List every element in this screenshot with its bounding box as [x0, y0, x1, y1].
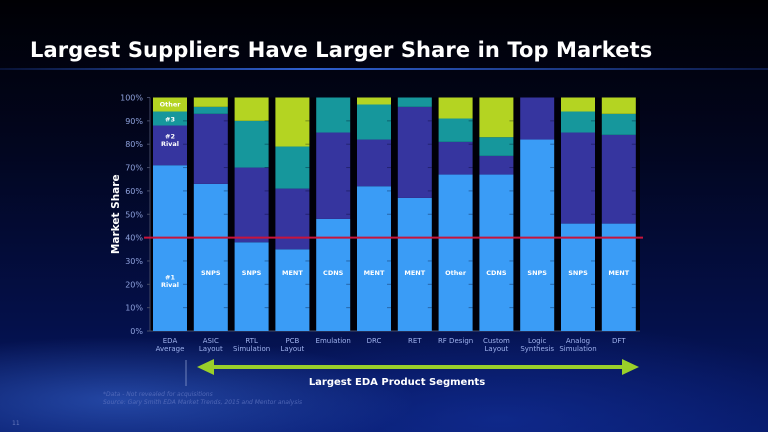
bar-segment--2-rival: [397, 106, 432, 198]
y-axis-label: Market Share: [110, 174, 122, 254]
bar-segment--3: [479, 137, 514, 156]
bar-segment-other: [479, 97, 514, 138]
bar-segment--3: [561, 111, 595, 133]
bar-segment--3: [316, 97, 351, 133]
bar-leader-label: MENT: [404, 269, 425, 277]
bar-segment-other: [234, 97, 269, 121]
segment-label-2: #2 Rival: [161, 132, 179, 147]
bar-segment--2-rival: [479, 155, 514, 175]
bar-leader-label: SNPS: [201, 269, 221, 277]
y-tick-label: 0%: [130, 327, 143, 336]
x-tick-label: PCB Layout: [281, 337, 305, 353]
segment-label-other: Other: [160, 100, 182, 108]
bar-segment--1-rival: [438, 174, 473, 331]
bar-leader-label: MENT: [608, 269, 629, 277]
bar-segment--1-rival: [153, 165, 187, 331]
bar-segment--1-rival: [479, 174, 514, 331]
bar-segment--1-rival: [275, 249, 310, 331]
y-tick-label: 40%: [125, 234, 143, 243]
bar-leader-label: MENT: [364, 269, 385, 277]
x-tick-label: Emulation: [316, 337, 351, 345]
bar-segment-other: [193, 97, 228, 107]
y-tick-label: 50%: [125, 210, 143, 219]
x-tick-label: DFT: [612, 337, 626, 345]
bar-segment--1-rival: [234, 242, 269, 331]
bar-segment--3: [234, 120, 269, 168]
y-tick-label: 90%: [125, 117, 143, 126]
bar-segment--2-rival: [153, 125, 187, 166]
bar-segment-other: [561, 97, 595, 112]
arrow-left-head: [197, 359, 214, 375]
bar-segment--2-rival: [275, 188, 310, 250]
bar-segment--2-rival: [601, 134, 636, 224]
plot-area: [150, 97, 640, 331]
bar-leader-label: #1 Rival: [161, 274, 179, 289]
y-tick-label: 70%: [125, 164, 143, 173]
x-tick-label: Logic Synthesis: [520, 337, 554, 353]
bar-leader-label: CDNS: [486, 269, 507, 277]
bar-segment--1-rival: [520, 139, 555, 331]
x-tick-label: Custom Layout: [483, 337, 510, 353]
x-tick-label: EDA Average: [156, 337, 185, 353]
bar-segment--3: [153, 111, 187, 126]
y-tick-label: 20%: [125, 280, 143, 289]
bar-segment--2-rival: [234, 167, 269, 243]
footnote: *Data - Not revealed for acquisitions So…: [103, 391, 302, 407]
y-tick-label: 100%: [120, 94, 143, 103]
slide-title: Largest Suppliers Have Larger Share in T…: [30, 38, 653, 62]
x-tick-label: ASIC Layout: [199, 337, 223, 353]
footnote-line-2: Source: Gary Smith EDA Market Trends, 20…: [103, 399, 303, 406]
footnote-line-1: *Data - Not revealed for acquisitions: [103, 391, 213, 398]
bar-segment--2-rival: [520, 97, 555, 140]
bar-segment-other: [357, 97, 391, 105]
arrow-right-head: [622, 359, 639, 375]
x-tick-label: RTL Simulation: [233, 337, 270, 353]
bar-segment-other: [153, 97, 187, 112]
bar-segment--3: [397, 97, 432, 107]
bracket-label: Largest EDA Product Segments: [309, 377, 485, 388]
bar-segment--1-rival: [193, 183, 228, 331]
bar-segment--2-rival: [193, 113, 228, 184]
bar-segment--1-rival: [561, 223, 595, 331]
y-tick-label: 80%: [125, 140, 143, 149]
bar-segment--1-rival: [601, 223, 636, 331]
bar-segment--1-rival: [357, 186, 391, 331]
bar-segment-other: [438, 97, 473, 119]
y-tick-label: 10%: [125, 304, 143, 313]
segment-label-3: #3: [165, 115, 175, 123]
bar-leader-label: Other: [445, 269, 467, 277]
bar-segment--2-rival: [561, 132, 595, 224]
x-tick-label: RET: [408, 337, 422, 345]
bar-leader-label: SNPS: [568, 269, 588, 277]
y-tick-label: 30%: [125, 257, 143, 266]
bar-segment--3: [275, 146, 310, 189]
x-tick-label: RF Design: [438, 337, 473, 345]
bar-leader-label: SNPS: [527, 269, 547, 277]
bar-leader-label: MENT: [282, 269, 303, 277]
bar-segment--1-rival: [397, 197, 432, 331]
y-tick-label: 60%: [125, 187, 143, 196]
title-divider: [0, 68, 768, 70]
bar-segment--3: [438, 118, 473, 142]
bar-segment--2-rival: [316, 132, 351, 219]
bar-segment-other: [275, 97, 310, 147]
bar-segment--2-rival: [357, 139, 391, 187]
bar-leader-label: SNPS: [242, 269, 262, 277]
bar-segment--3: [601, 113, 636, 135]
x-tick-label: DRC: [367, 337, 382, 345]
bar-leader-label: CDNS: [323, 269, 344, 277]
page-number: 11: [12, 420, 20, 427]
bar-segment--2-rival: [438, 141, 473, 175]
bar-segment--3: [193, 106, 228, 114]
x-tick-label: Analog Simulation: [559, 337, 596, 353]
bar-segment-other: [601, 97, 636, 114]
bar-segment--3: [357, 104, 391, 140]
